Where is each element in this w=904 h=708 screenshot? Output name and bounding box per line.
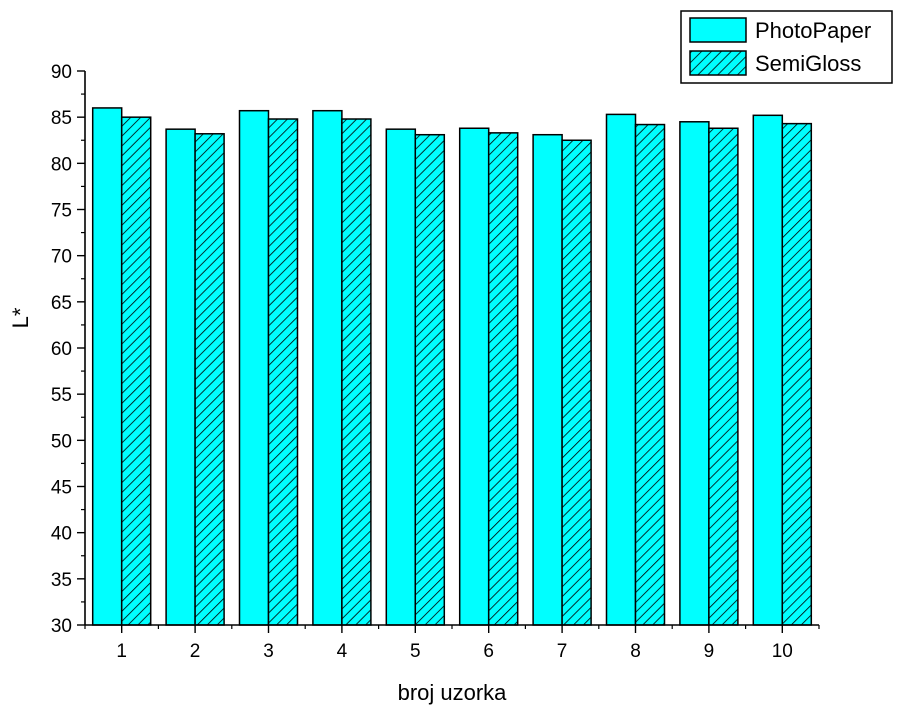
- bar-semigloss-3: [267, 118, 299, 626]
- y-axis-title: L*: [8, 307, 33, 328]
- y-tick-label: 65: [51, 293, 72, 314]
- bar-photopaper-8: [605, 113, 637, 626]
- x-tick-label: 1: [116, 641, 127, 662]
- x-tick-label: 6: [483, 641, 494, 662]
- y-tick-label: 35: [51, 570, 72, 591]
- x-tick-label: 8: [630, 641, 641, 662]
- legend-swatch-semigloss: [689, 50, 747, 76]
- bar-semigloss-1: [120, 116, 152, 626]
- x-tick-label: 9: [704, 641, 715, 662]
- bar-photopaper-3: [238, 109, 270, 626]
- bars-layer: [91, 107, 813, 626]
- bar-semigloss-9: [708, 127, 739, 626]
- bar-photopaper-2: [165, 128, 196, 626]
- y-tick-label: 80: [51, 154, 72, 175]
- y-tick-label: 30: [51, 616, 72, 637]
- y-tick-label: 40: [51, 524, 72, 545]
- y-tick-label: 60: [51, 339, 72, 360]
- bar-photopaper-5: [385, 128, 417, 626]
- y-tick-label: 75: [51, 201, 72, 222]
- bar-semigloss-6: [487, 132, 519, 626]
- bar-semigloss-7: [561, 139, 592, 626]
- x-tick-label: 5: [410, 641, 421, 662]
- bar-photopaper-7: [532, 133, 563, 626]
- x-tick-label: 2: [190, 641, 201, 662]
- bar-photopaper-9: [679, 121, 710, 626]
- x-tick-label: 4: [337, 641, 348, 662]
- x-tick-label: 7: [557, 641, 568, 662]
- bar-semigloss-5: [414, 133, 446, 626]
- y-tick-label: 55: [51, 385, 72, 406]
- x-axis-title: broj uzorka: [398, 680, 508, 705]
- bar-semigloss-10: [781, 122, 813, 626]
- y-tick-label: 50: [51, 431, 72, 452]
- bar-semigloss-4: [341, 118, 372, 626]
- legend-label-photopaper: PhotoPaper: [755, 18, 871, 43]
- legend-swatch-photopaper: [689, 17, 747, 43]
- bar-photopaper-4: [312, 109, 343, 626]
- bar-photopaper-1: [91, 107, 123, 626]
- x-tick-label: 10: [772, 641, 793, 662]
- y-tick-label: 90: [51, 62, 72, 83]
- x-tick-label: 3: [263, 641, 274, 662]
- legend-label-semigloss: SemiGloss: [755, 51, 861, 76]
- y-tick-label: 85: [51, 108, 72, 129]
- bar-semigloss-8: [634, 123, 666, 626]
- bar-semigloss-2: [194, 133, 225, 626]
- y-tick-label: 70: [51, 247, 72, 268]
- bar-photopaper-6: [458, 127, 490, 626]
- bar-photopaper-10: [752, 114, 784, 626]
- y-tick-label: 45: [51, 478, 72, 499]
- legend: PhotoPaper SemiGloss: [680, 10, 893, 84]
